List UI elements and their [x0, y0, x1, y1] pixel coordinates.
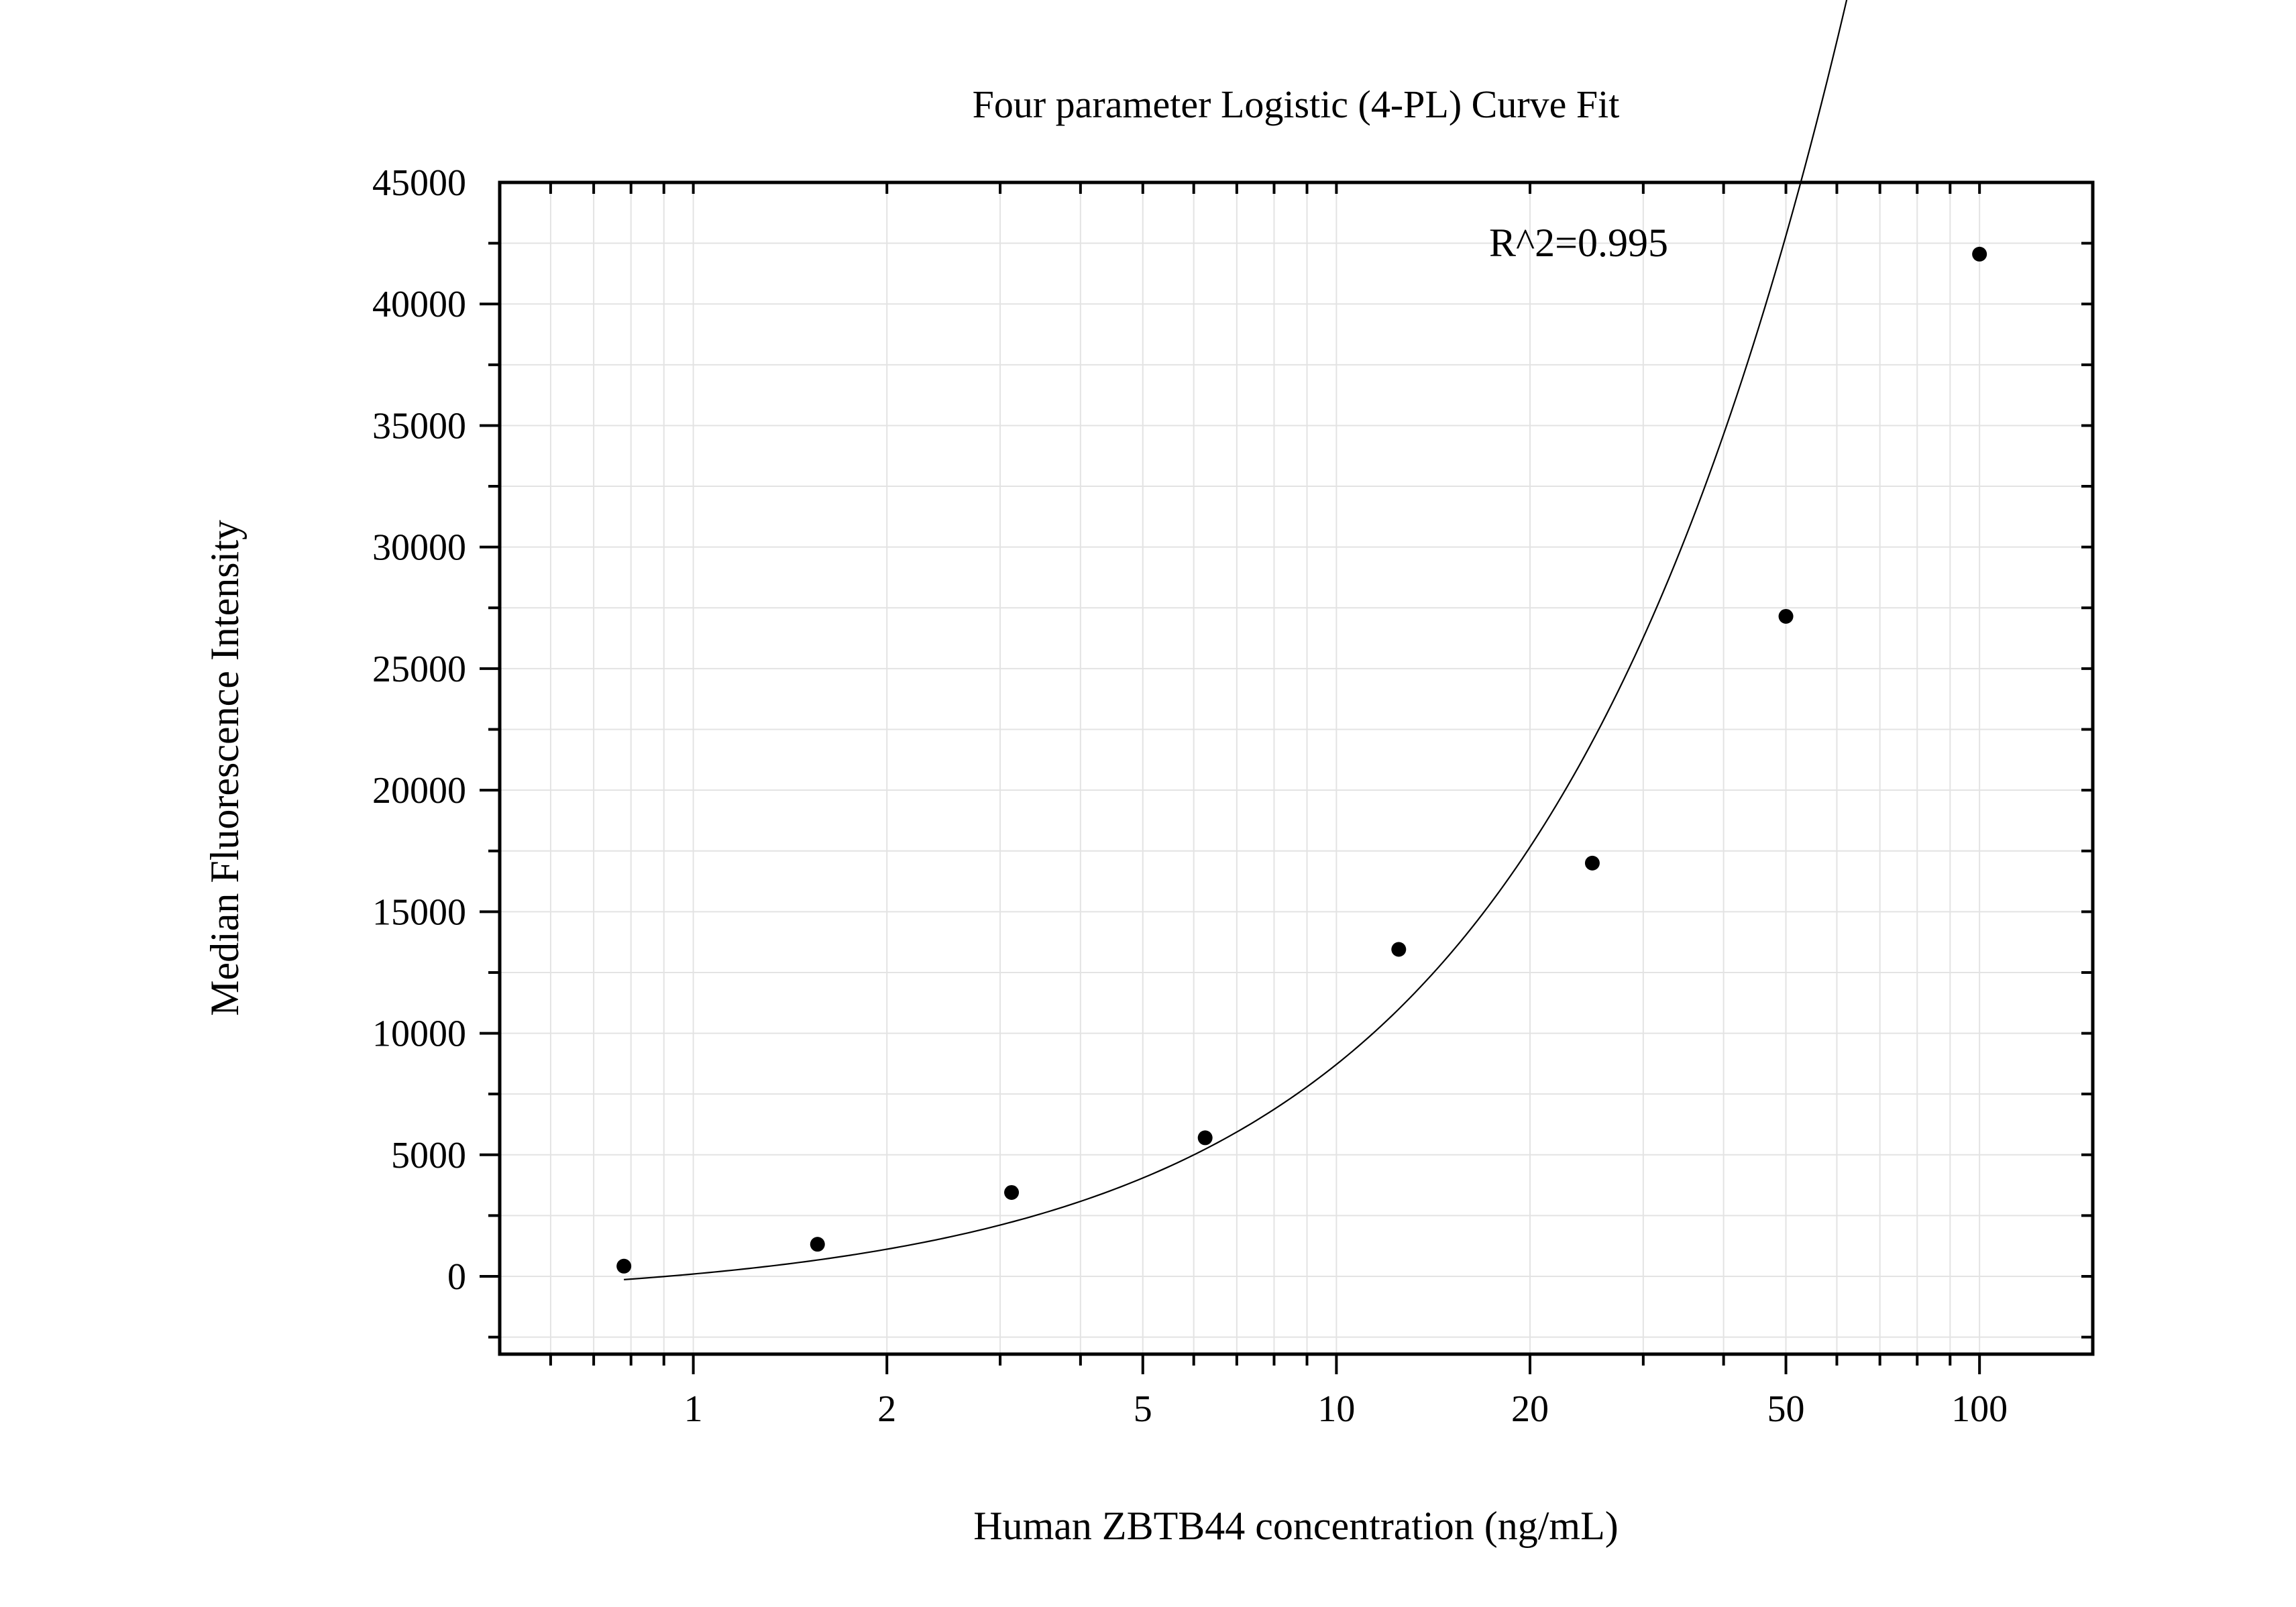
- y-tick-label: 30000: [372, 527, 466, 569]
- y-tick-label: 45000: [372, 162, 466, 204]
- x-tick-label: 100: [1951, 1388, 2008, 1430]
- y-tick-label: 20000: [372, 770, 466, 812]
- y-tick-label: 5000: [391, 1135, 466, 1176]
- y-tick-label: 25000: [372, 649, 466, 690]
- grid: [500, 182, 2093, 1354]
- ticks: [480, 182, 2093, 1374]
- y-tick-label: 15000: [372, 891, 466, 933]
- data-point: [1391, 942, 1407, 957]
- data-point: [810, 1237, 825, 1252]
- x-axis-label: Human ZBTB44 concentration (ng/mL): [973, 1504, 1618, 1548]
- x-tick-label: 50: [1767, 1388, 1805, 1430]
- fit-curve: [624, 0, 1848, 1280]
- data-points: [616, 246, 1987, 1274]
- plot-frame: [498, 180, 2095, 1356]
- y-tick-label: 35000: [372, 405, 466, 447]
- r-squared-annotation: R^2=0.995: [1489, 221, 1668, 265]
- x-tick-label: 2: [877, 1388, 896, 1430]
- x-tick-label: 20: [1511, 1388, 1549, 1430]
- y-tick-label: 0: [447, 1256, 466, 1298]
- x-tick-label: 10: [1317, 1388, 1355, 1430]
- data-point: [1197, 1130, 1213, 1146]
- chart-title: Four parameter Logistic (4-PL) Curve Fit: [973, 82, 1620, 126]
- x-tick-label: 1: [684, 1388, 703, 1430]
- data-point: [1972, 246, 1987, 262]
- data-point: [616, 1258, 632, 1274]
- y-tick-label: 40000: [372, 284, 466, 325]
- y-tick-label: 10000: [372, 1013, 466, 1055]
- y-axis-label: Median Fluorescence Intensity: [203, 520, 247, 1016]
- data-point: [1778, 608, 1794, 624]
- tick-labels: 1 2 5 10 20 50 100 0 5000 10000 15000 20000 25000 300…: [372, 162, 2008, 1430]
- data-point: [1004, 1184, 1020, 1200]
- data-point: [1584, 855, 1600, 871]
- x-tick-label: 5: [1134, 1388, 1152, 1430]
